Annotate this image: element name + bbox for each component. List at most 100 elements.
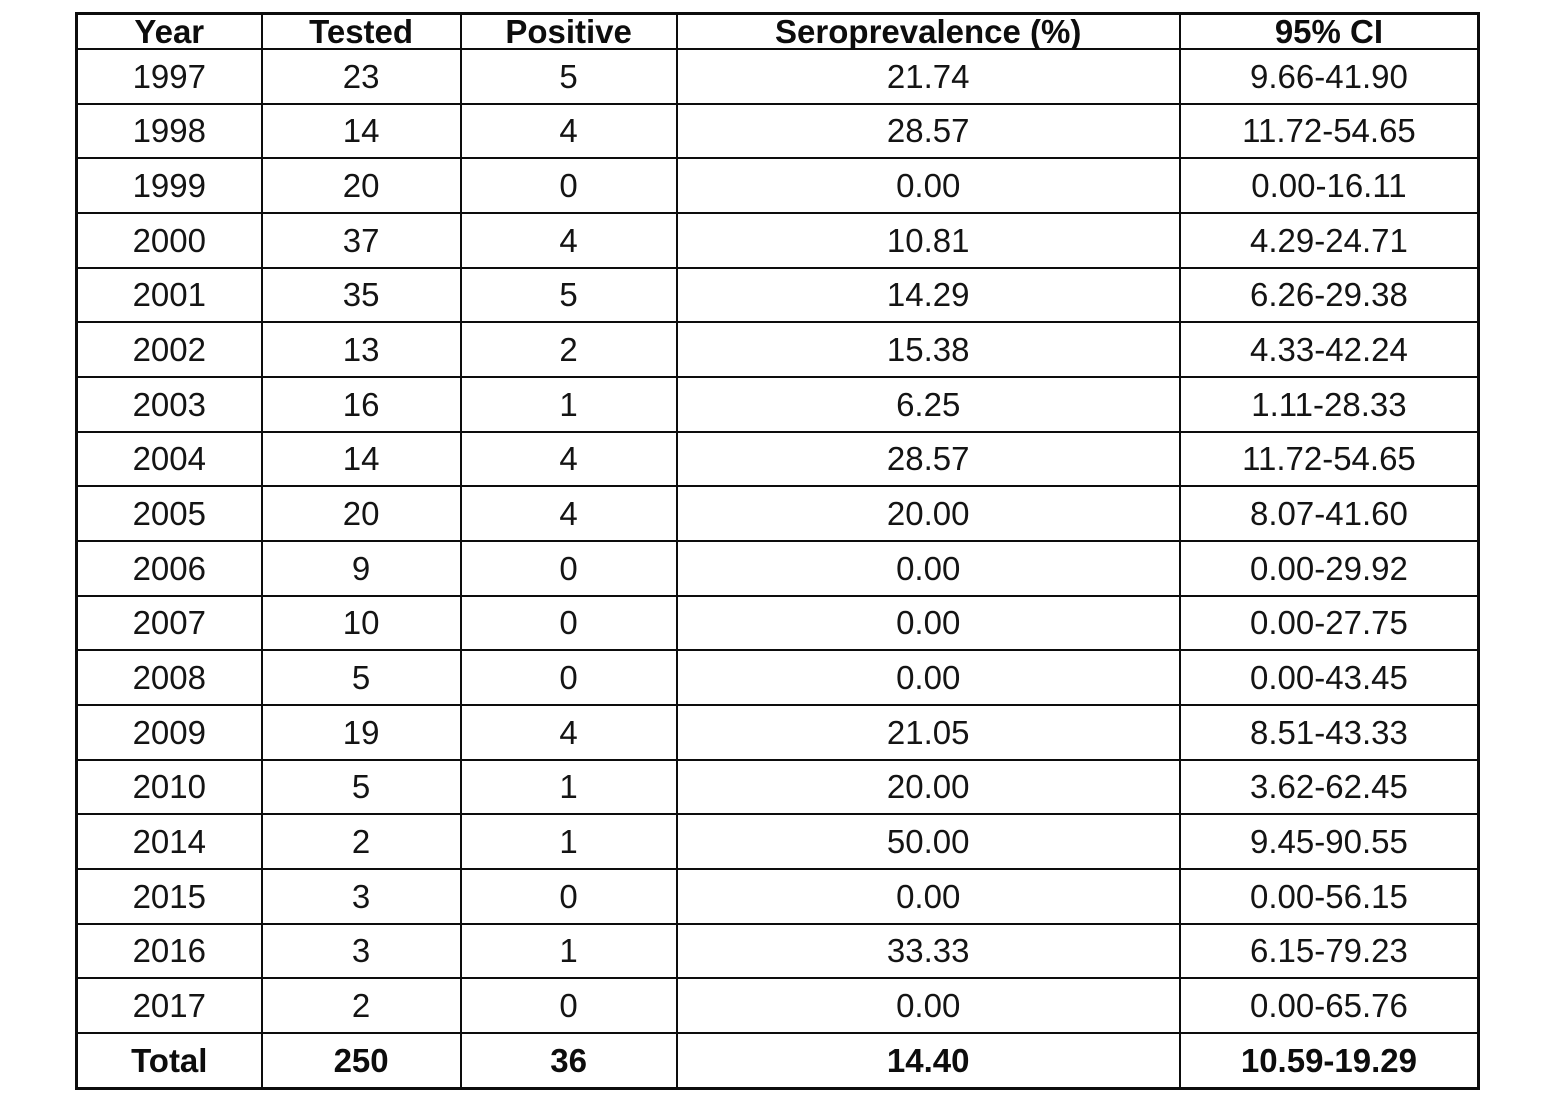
cell-tested: 3 (260, 922, 462, 980)
cell-year: 2001 (75, 266, 263, 324)
cell-seroprevalence: 20.00 (675, 758, 1181, 816)
cell-year: 2007 (75, 594, 263, 652)
cell-seroprevalence: 33.33 (675, 922, 1181, 980)
cell-seroprevalence: 14.29 (675, 266, 1181, 324)
cell-seroprevalence: 50.00 (675, 813, 1181, 870)
cell-ci: 9.45-90.55 (1178, 813, 1480, 870)
cell-seroprevalence: 0.00 (675, 649, 1181, 706)
cell-tested: 16 (260, 375, 462, 433)
cell-positive: 0 (459, 594, 678, 652)
cell-positive: 0 (459, 539, 678, 597)
table-row: 2005 20 4 20.00 8.07-41.60 (75, 485, 1480, 542)
cell-year: 2004 (75, 430, 263, 488)
cell-ci: 1.11-28.33 (1178, 375, 1480, 433)
cell-year: 2000 (75, 211, 263, 269)
cell-ci: 9.66-41.90 (1178, 48, 1480, 105)
cell-positive: 4 (459, 703, 678, 761)
cell-year: 1997 (75, 48, 263, 105)
cell-positive: 0 (459, 867, 678, 925)
cell-seroprevalence: 0.00 (675, 977, 1181, 1034)
cell-seroprevalence: 10.81 (675, 211, 1181, 269)
cell-year: 2015 (75, 867, 263, 925)
table-row: 2017 2 0 0.00 0.00-65.76 (75, 977, 1480, 1034)
cell-tested: 37 (260, 211, 462, 269)
cell-tested: 20 (260, 485, 462, 542)
total-cell-positive: 36 (459, 1031, 678, 1090)
cell-ci: 11.72-54.65 (1178, 430, 1480, 488)
cell-tested: 2 (260, 977, 462, 1034)
table-row: 1998 14 4 28.57 11.72-54.65 (75, 102, 1480, 160)
cell-tested: 5 (260, 649, 462, 706)
cell-tested: 14 (260, 102, 462, 160)
cell-tested: 9 (260, 539, 462, 597)
cell-year: 2008 (75, 649, 263, 706)
cell-seroprevalence: 21.05 (675, 703, 1181, 761)
cell-seroprevalence: 0.00 (675, 157, 1181, 214)
cell-tested: 14 (260, 430, 462, 488)
cell-ci: 6.26-29.38 (1178, 266, 1480, 324)
seroprevalence-table: Year Tested Positive Seroprevalence (%) 95% … (75, 12, 1480, 1090)
cell-positive: 1 (459, 813, 678, 870)
cell-positive: 1 (459, 375, 678, 433)
table-row: 2006 9 0 0.00 0.00-29.92 (75, 539, 1480, 597)
table-row: 2000 37 4 10.81 4.29-24.71 (75, 211, 1480, 269)
cell-tested: 5 (260, 758, 462, 816)
cell-tested: 35 (260, 266, 462, 324)
cell-seroprevalence: 28.57 (675, 430, 1181, 488)
cell-year: 2009 (75, 703, 263, 761)
cell-seroprevalence: 15.38 (675, 321, 1181, 378)
table-row: 2009 19 4 21.05 8.51-43.33 (75, 703, 1480, 761)
cell-ci: 0.00-27.75 (1178, 594, 1480, 652)
cell-positive: 5 (459, 48, 678, 105)
table-row: 2003 16 1 6.25 1.11-28.33 (75, 375, 1480, 433)
cell-positive: 4 (459, 485, 678, 542)
cell-tested: 2 (260, 813, 462, 870)
table-row: 1999 20 0 0.00 0.00-16.11 (75, 157, 1480, 214)
table-row: 1997 23 5 21.74 9.66-41.90 (75, 48, 1480, 105)
cell-year: 2010 (75, 758, 263, 816)
cell-seroprevalence: 0.00 (675, 867, 1181, 925)
cell-tested: 23 (260, 48, 462, 105)
table-row: 2004 14 4 28.57 11.72-54.65 (75, 430, 1480, 488)
cell-ci: 3.62-62.45 (1178, 758, 1480, 816)
cell-positive: 4 (459, 102, 678, 160)
column-header-seroprevalence: Seroprevalence (%) (675, 12, 1181, 50)
cell-positive: 0 (459, 157, 678, 214)
cell-positive: 4 (459, 430, 678, 488)
cell-seroprevalence: 28.57 (675, 102, 1181, 160)
cell-year: 2003 (75, 375, 263, 433)
cell-ci: 4.29-24.71 (1178, 211, 1480, 269)
cell-year: 2002 (75, 321, 263, 378)
cell-positive: 1 (459, 758, 678, 816)
column-header-tested: Tested (260, 12, 462, 50)
total-cell-seroprevalence: 14.40 (675, 1031, 1181, 1090)
cell-ci: 0.00-29.92 (1178, 539, 1480, 597)
cell-ci: 8.51-43.33 (1178, 703, 1480, 761)
cell-year: 2006 (75, 539, 263, 597)
cell-tested: 20 (260, 157, 462, 214)
cell-year: 2016 (75, 922, 263, 980)
cell-seroprevalence: 0.00 (675, 539, 1181, 597)
table-row: 2008 5 0 0.00 0.00-43.45 (75, 649, 1480, 706)
cell-positive: 5 (459, 266, 678, 324)
total-cell-tested: 250 (260, 1031, 462, 1090)
cell-seroprevalence: 0.00 (675, 594, 1181, 652)
table-row: 2002 13 2 15.38 4.33-42.24 (75, 321, 1480, 378)
cell-ci: 4.33-42.24 (1178, 321, 1480, 378)
cell-positive: 2 (459, 321, 678, 378)
cell-year: 1998 (75, 102, 263, 160)
cell-tested: 13 (260, 321, 462, 378)
cell-year: 2014 (75, 813, 263, 870)
cell-ci: 0.00-16.11 (1178, 157, 1480, 214)
table-row: 2016 3 1 33.33 6.15-79.23 (75, 922, 1480, 980)
header-row: Year Tested Positive Seroprevalence (%) 95% … (75, 12, 1480, 50)
cell-tested: 3 (260, 867, 462, 925)
cell-positive: 0 (459, 649, 678, 706)
cell-tested: 10 (260, 594, 462, 652)
cell-ci: 0.00-65.76 (1178, 977, 1480, 1034)
cell-ci: 6.15-79.23 (1178, 922, 1480, 980)
column-header-positive: Positive (459, 12, 678, 50)
table-row: 2007 10 0 0.00 0.00-27.75 (75, 594, 1480, 652)
cell-year: 1999 (75, 157, 263, 214)
